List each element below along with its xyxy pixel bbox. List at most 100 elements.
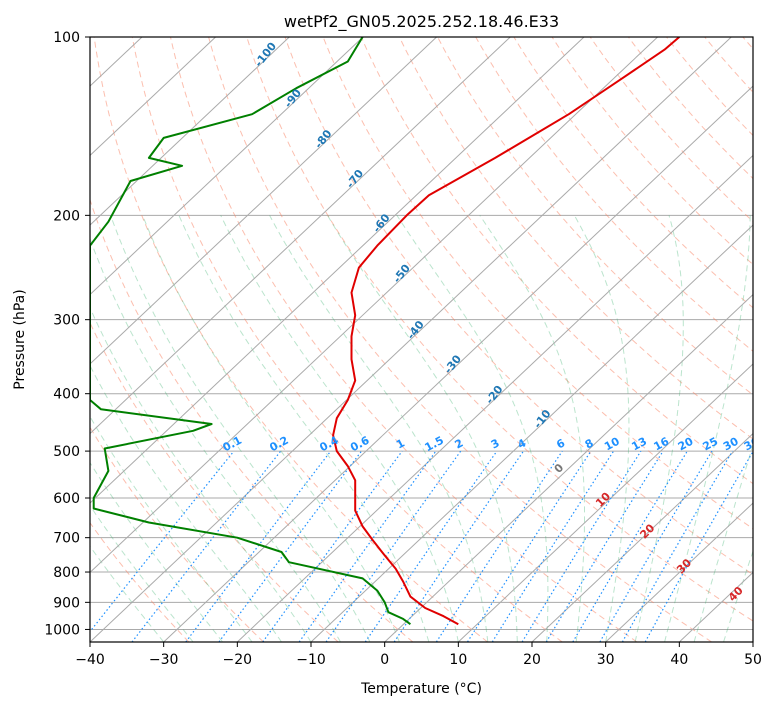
mixing-ratio-line xyxy=(325,450,462,642)
mixing-ratio-line xyxy=(521,450,642,642)
dry-adiabat xyxy=(131,37,563,642)
isotherm-line xyxy=(384,293,753,642)
mixing-ratio-line xyxy=(545,450,664,642)
isotherm-line xyxy=(310,224,753,642)
plot-frame xyxy=(89,36,754,643)
x-tick-label: 50 xyxy=(744,652,762,668)
dry-adiabat xyxy=(93,37,488,642)
moist-adiabat xyxy=(723,549,753,642)
mixing-ratio-line xyxy=(262,450,403,642)
y-tick-label: 600 xyxy=(53,491,80,507)
moist-adiabats xyxy=(90,215,753,642)
isotherm-line xyxy=(457,363,753,642)
moist-adiabat xyxy=(664,215,751,642)
mixing-ratio-line xyxy=(644,450,753,642)
dry-adiabat xyxy=(589,37,753,223)
mixing-ratio-line xyxy=(572,450,688,642)
x-axis-title: Temperature (°C) xyxy=(360,681,482,697)
mixing-ratio-label: 13 xyxy=(629,435,649,454)
x-tick-label: 0 xyxy=(380,652,389,668)
mixing-ratio-line xyxy=(90,450,235,633)
mixing-ratio-line xyxy=(599,450,713,642)
y-tick-label: 900 xyxy=(53,595,80,611)
sounding-profiles xyxy=(90,37,680,626)
moist-adiabat xyxy=(693,443,753,642)
y-tick-label: 400 xyxy=(53,387,80,403)
mixing-ratio-lines xyxy=(90,450,753,642)
moist-adiabat xyxy=(573,215,630,642)
y-tick-label: 1000 xyxy=(44,622,80,638)
dry-adiabat xyxy=(627,37,753,180)
isotherm-line xyxy=(90,37,437,365)
y-axis-title: Pressure (hPa) xyxy=(12,289,28,389)
skewed-isotherms xyxy=(90,37,753,642)
x-tick-label: 30 xyxy=(597,652,615,668)
dry-adiabat xyxy=(208,37,712,642)
isotherm-line xyxy=(90,37,732,642)
x-tick-label: 40 xyxy=(670,652,688,668)
y-tick-label: 700 xyxy=(53,531,80,547)
dry-adiabat xyxy=(437,37,753,396)
mixing-ratio-line xyxy=(364,450,498,642)
mixing-ratio-label: 25 xyxy=(701,435,721,454)
dry-adiabat xyxy=(246,37,753,622)
dry-adiabat xyxy=(398,37,753,440)
mixing-ratio-label: 20 xyxy=(676,435,696,454)
moist-adiabat xyxy=(269,215,489,642)
mixing-ratio-label: 10 xyxy=(602,435,622,454)
moist-adiabat xyxy=(90,306,312,642)
dry-adiabat xyxy=(90,521,190,642)
y-tick-label: 200 xyxy=(53,208,80,224)
dry-adiabat xyxy=(90,198,414,642)
moist-adiabat xyxy=(90,545,165,642)
y-tick-label: 500 xyxy=(53,444,80,460)
y-tick-label: 100 xyxy=(53,30,80,46)
isotherm-line xyxy=(90,37,658,574)
x-tick-label: −30 xyxy=(149,652,179,668)
isotherm-line xyxy=(90,37,290,226)
x-tick-label: −20 xyxy=(223,652,253,668)
dry-adiabats xyxy=(90,37,753,642)
y-tick-label: 300 xyxy=(53,313,80,329)
mixing-ratio-line xyxy=(131,450,282,642)
mixing-ratio-label: 36 xyxy=(742,435,762,454)
isotherm-line xyxy=(90,37,216,157)
isotherm-line xyxy=(605,502,753,642)
x-tick-label: 10 xyxy=(449,652,467,668)
mixing-ratio-label: 30 xyxy=(721,435,741,454)
moist-adiabat xyxy=(634,215,684,642)
mixing-ratio-line xyxy=(466,450,592,642)
moist-adiabat xyxy=(90,461,223,642)
isotherm-line xyxy=(531,432,753,642)
isotherm-line xyxy=(90,37,585,504)
dry-adiabat xyxy=(475,37,753,352)
moist-adiabat xyxy=(327,215,518,642)
plot-area: 0.1 0.2 0.4 0.6 1 1.5 2 3 4 6 8 10 13 16 20 25 30 36-100-… xyxy=(90,37,762,642)
moist-adiabat xyxy=(142,215,400,642)
mixing-ratio-label: 16 xyxy=(652,435,672,454)
dry-adiabat xyxy=(90,321,339,642)
x-axis-ticks: −40 −30 −20 −10 0 10 20 30 40 50 xyxy=(75,642,762,668)
x-tick-label: −10 xyxy=(296,652,326,668)
isotherm-line xyxy=(90,37,511,435)
moist-adiabat xyxy=(479,215,585,642)
dry-adiabat xyxy=(284,37,753,576)
chart-title: wetPf2_GN05.2025.252.18.46.E33 xyxy=(284,12,559,32)
dry-adiabat xyxy=(322,37,753,530)
isotherm-line xyxy=(163,85,753,642)
dry-adiabat xyxy=(360,37,753,485)
isotherm-line xyxy=(236,154,753,642)
y-axis-ticks: 100 200 300 400 500 600 700 800 900 1000 xyxy=(44,30,90,638)
dewpoint-line xyxy=(90,37,411,626)
moist-adiabat xyxy=(396,215,549,642)
mixing-ratio-line xyxy=(298,450,437,642)
mixing-ratio-line xyxy=(621,450,734,642)
dry-adiabat xyxy=(513,37,753,309)
y-tick-label: 800 xyxy=(53,565,80,581)
isotherm-line xyxy=(90,37,364,296)
x-tick-label: 20 xyxy=(523,652,541,668)
moist-adiabat xyxy=(90,504,194,642)
moist-adiabat xyxy=(90,364,282,642)
